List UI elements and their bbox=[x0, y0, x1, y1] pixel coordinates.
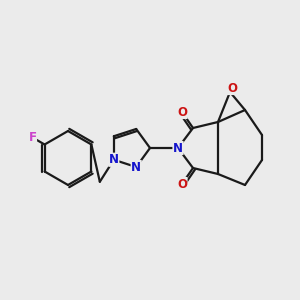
Text: N: N bbox=[109, 153, 119, 166]
Text: O: O bbox=[177, 178, 187, 190]
Text: O: O bbox=[177, 106, 187, 118]
Text: N: N bbox=[173, 142, 183, 154]
Text: F: F bbox=[28, 131, 37, 144]
Text: N: N bbox=[131, 160, 141, 173]
Text: O: O bbox=[227, 82, 237, 94]
